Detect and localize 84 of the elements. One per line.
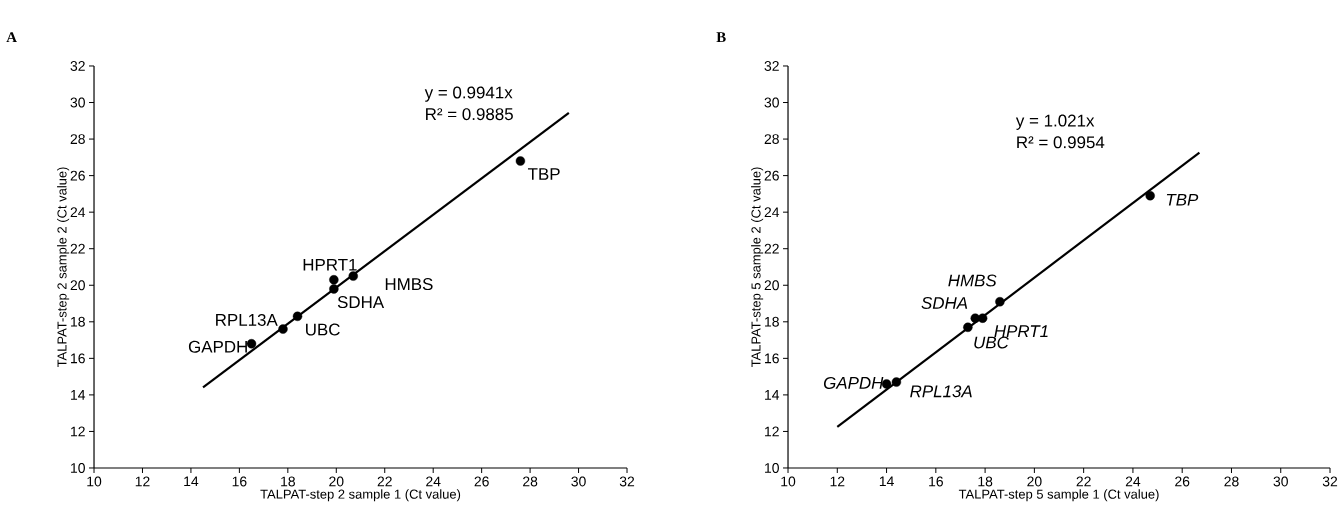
y-tick-label: 26 [764,170,779,181]
point [278,324,288,334]
y-tick-label: 16 [71,353,85,364]
y-tick-label: 14 [71,390,86,400]
point [292,311,303,322]
y-tick-label: 30 [70,97,85,108]
y-tick-label: 10 [765,463,779,473]
annotation: GAPDH [823,376,884,389]
x-axis-title: TALPAT-step 2 sample 1 (Ct value) [260,489,461,502]
annotation: GAPDH [188,340,247,353]
y-tick-label: 16 [765,353,779,364]
x-tick-label: 26 [1175,476,1190,487]
y-tick-label: 32 [70,61,85,71]
y-tick-label: 22 [764,243,779,254]
y-tick-label: 30 [764,97,779,108]
x-tick-label: 32 [619,476,635,487]
y-tick-label: 18 [71,316,85,327]
chart-title: B [716,32,726,43]
annotation: y = 0.9941x [424,86,513,102]
x-tick-label: 32 [1322,476,1338,487]
annotation: UBC [974,336,1009,349]
point [891,377,902,387]
x-tick-label: 18 [281,476,295,487]
x-tick-label: 10 [87,476,102,487]
x-tick-label: 16 [929,476,943,487]
annotation: HPRT1 [994,325,1048,337]
point [329,284,339,294]
annotation: TBP [527,168,560,180]
annotation: TBP [1166,193,1199,206]
annotation: RPL13A [216,313,278,326]
point [977,313,988,323]
point [515,156,526,166]
y-tick-label: 28 [70,134,85,145]
y-axis-title: TALPAT-step 5 sample 2 (Ct value) [751,167,764,368]
x-tick-label: 24 [426,476,441,487]
y-tick-label: 26 [70,170,85,181]
x-tick-label: 24 [1125,476,1141,487]
x-axis-title: TALPAT-step 5 sample 1 (Ct value) [958,489,1159,502]
y-tick-label: 12 [71,426,85,437]
y-tick-label: 12 [765,426,779,437]
annotation: R² = 0.9954 [1017,136,1105,149]
y-tick-label: 14 [765,390,780,400]
x-tick-label: 28 [1224,476,1239,487]
x-tick-label: 20 [329,476,344,487]
annotation: HMBS [385,278,433,291]
x-tick-label: 28 [523,476,538,487]
y-tick-label: 18 [765,316,779,327]
y-axis-title: TALPAT-step 2 sample 2 (Ct value) [57,167,70,368]
x-tick-label: 16 [232,476,247,487]
point [995,297,1005,307]
x-tick-label: 10 [781,476,796,487]
point [1145,191,1155,201]
x-tick-label: 12 [830,476,845,487]
x-tick-label: 12 [135,476,150,487]
y-tick-label: 24 [70,207,86,218]
annotation: SDHA [337,296,385,309]
annotation: y = 1.021x [1015,114,1095,130]
annotation: R² = 0.9885 [426,108,513,121]
annotation: SDHA [921,296,968,309]
y-tick-label: 24 [764,207,780,218]
x-tick-label: 30 [571,476,586,487]
x-tick-label: 30 [1273,476,1288,487]
point [246,339,257,349]
point [329,275,339,285]
y-tick-label: 32 [764,61,779,71]
point [348,271,358,281]
y-tick-label: 28 [764,134,779,145]
x-tick-label: 22 [377,476,392,487]
x-tick-label: 14 [879,476,894,487]
annotation: HMBS [948,274,997,287]
point [963,322,973,332]
x-tick-label: 20 [1027,476,1042,487]
x-tick-label: 26 [474,476,489,487]
y-tick-label: 10 [71,463,85,473]
y-tick-label: 20 [764,280,779,291]
annotation: HPRT1 [303,258,357,271]
x-tick-label: 22 [1076,476,1091,487]
annotation: RPL13A [910,385,972,398]
annotation: UBC [306,323,340,336]
x-tick-label: 18 [978,476,993,487]
y-tick-label: 20 [70,280,85,291]
chart-title: A [6,32,17,43]
x-tick-label: 14 [184,476,199,487]
y-tick-label: 22 [70,243,85,254]
